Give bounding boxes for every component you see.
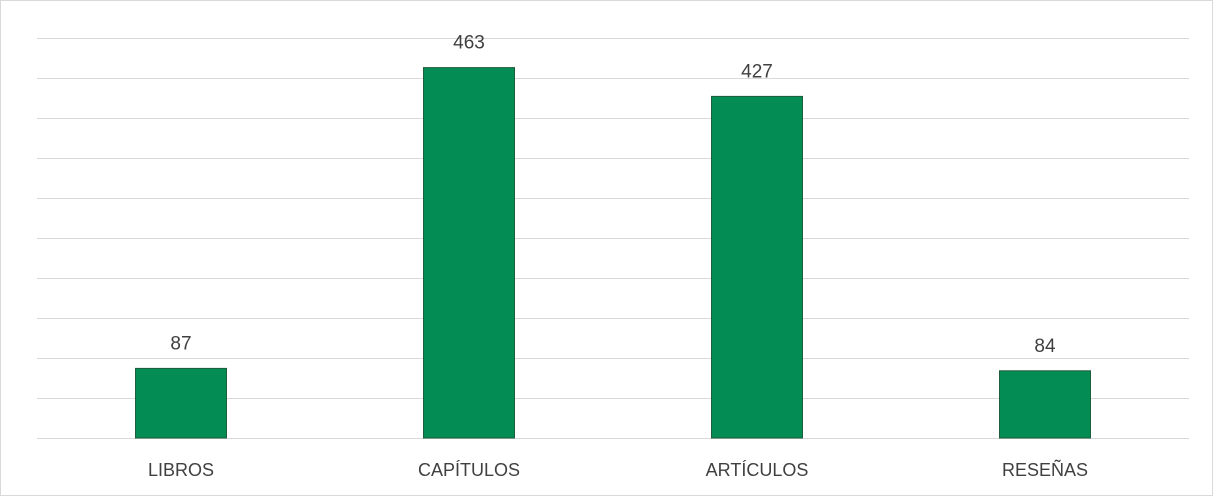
category-label: CAPÍTULOS (418, 460, 520, 480)
bar-reseñas (999, 370, 1091, 439)
category-axis: LIBROS CAPÍTULOS ARTÍCULOS RESEÑAS (148, 459, 1088, 480)
category-label: ARTÍCULOS (706, 460, 809, 480)
category-label: LIBROS (148, 460, 214, 480)
data-label: 427 (741, 61, 773, 82)
bar-capítulos (423, 67, 515, 439)
data-label: 87 (170, 333, 191, 354)
bar-artículos (711, 95, 803, 439)
data-label: 463 (453, 33, 485, 54)
gridlines (37, 38, 1189, 439)
data-labels: 87 463 427 84 (170, 33, 1056, 357)
data-label: 84 (1034, 336, 1056, 357)
bars (135, 67, 1091, 439)
category-label: RESEÑAS (1002, 459, 1088, 480)
bar-libros (135, 367, 227, 439)
